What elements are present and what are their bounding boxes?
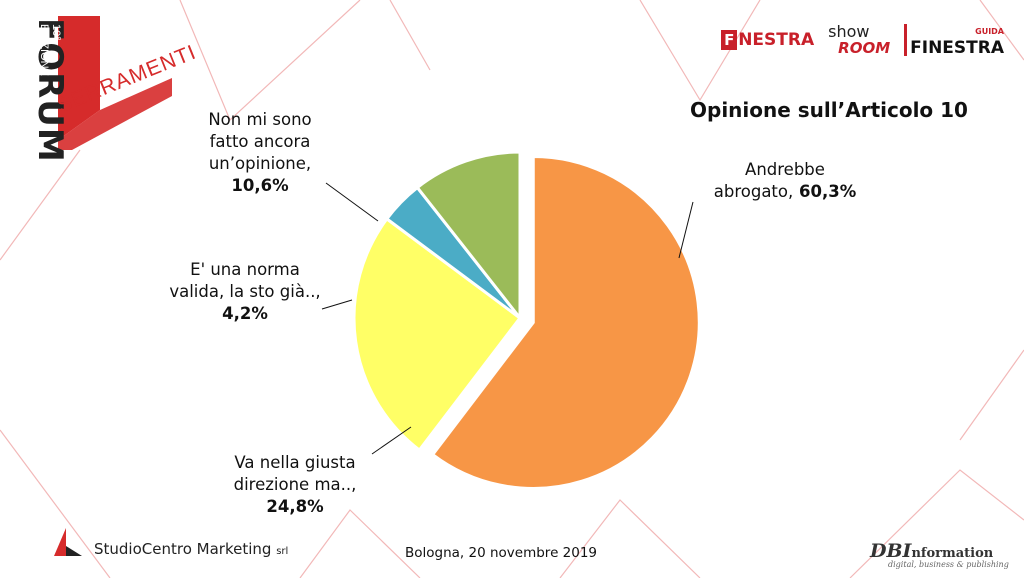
slice-value: 10,6% (231, 176, 289, 195)
dbi-logo-rest: nformation (911, 546, 994, 561)
finestra-logo: F NESTRA (721, 30, 814, 50)
slice-value: 4,2% (222, 304, 268, 323)
dbi-logo-big: DBI (870, 540, 912, 562)
slice-label-line: direzione ma.., (234, 475, 357, 494)
slice-label-line: abrogato, 60,3% (714, 182, 857, 201)
slice-label-line: Va nella giusta (234, 453, 355, 472)
guida-logo-big: FINESTRA (910, 38, 1004, 58)
showroom-logo-show: show (828, 22, 870, 41)
leader-line-3 (325, 182, 379, 222)
leader-lines (321, 182, 694, 455)
leader-line-1 (371, 426, 412, 455)
dbi-information-logo: DBInformation digital, business & publis… (870, 540, 1009, 569)
slice-label-line: valida, la sto già.., (169, 282, 320, 301)
slice-label-1: Va nella giusta direzione ma.., 24,8% (234, 453, 357, 516)
studiocentro-name: StudioCentro Marketing srl (94, 540, 288, 558)
footer-date: Bologna, 20 novembre 2019 (405, 545, 598, 561)
finestra-logo-f: F (721, 30, 738, 50)
slice-label-line: Non mi sono (208, 110, 311, 129)
leader-line-0 (678, 201, 694, 259)
slice-value: 60,3% (793, 182, 856, 201)
pie-slice-0 (430, 154, 701, 490)
studiocentro-logo: StudioCentro Marketing srl (50, 526, 288, 560)
pie-slices (352, 150, 701, 490)
slice-label-line: E' una norma (190, 260, 300, 279)
slice-label-line: Andrebbe (745, 160, 825, 179)
studiocentro-name-text: StudioCentro Marketing (94, 540, 272, 558)
studiocentro-srl: srl (276, 546, 289, 557)
studiocentro-mark-icon (54, 528, 82, 556)
slice-label-2: E' una norma valida, la sto già.., 4,2% (169, 260, 320, 323)
slice-label-0: Andrebbe abrogato, 60,3% (714, 160, 857, 201)
slice-labels: Andrebbe abrogato, 60,3% Va nella giusta di… (169, 110, 856, 516)
guida-logo-small: GUIDA (975, 27, 1004, 36)
pie-slice-1 (352, 216, 523, 453)
showroom-logo-room: ROOM (838, 39, 891, 57)
showroom-logo: show ROOM (828, 22, 891, 57)
publication-logos: F NESTRA show ROOM GUIDA FINESTRA (721, 22, 1004, 58)
finestra-logo-text: NESTRA (738, 30, 815, 50)
slice-label-line: un’opinione, (209, 154, 311, 173)
chart-title: Opinione sull’Articolo 10 (690, 98, 968, 122)
guida-finestra-logo: GUIDA FINESTRA (904, 24, 1004, 58)
pie-slice-3 (415, 150, 522, 323)
forum-serramenti-logo: FORUM 10° EDIZIONE SERRAMENTI (0, 0, 200, 163)
slice-value: 24,8% (266, 497, 324, 516)
slice-label-line: fatto ancora (210, 132, 311, 151)
slice-label-3: Non mi sono fatto ancora un’opinione, 10,6% (208, 110, 311, 195)
dbi-logo-tag: digital, business & publishing (888, 560, 1009, 569)
leader-line-2 (321, 299, 353, 310)
